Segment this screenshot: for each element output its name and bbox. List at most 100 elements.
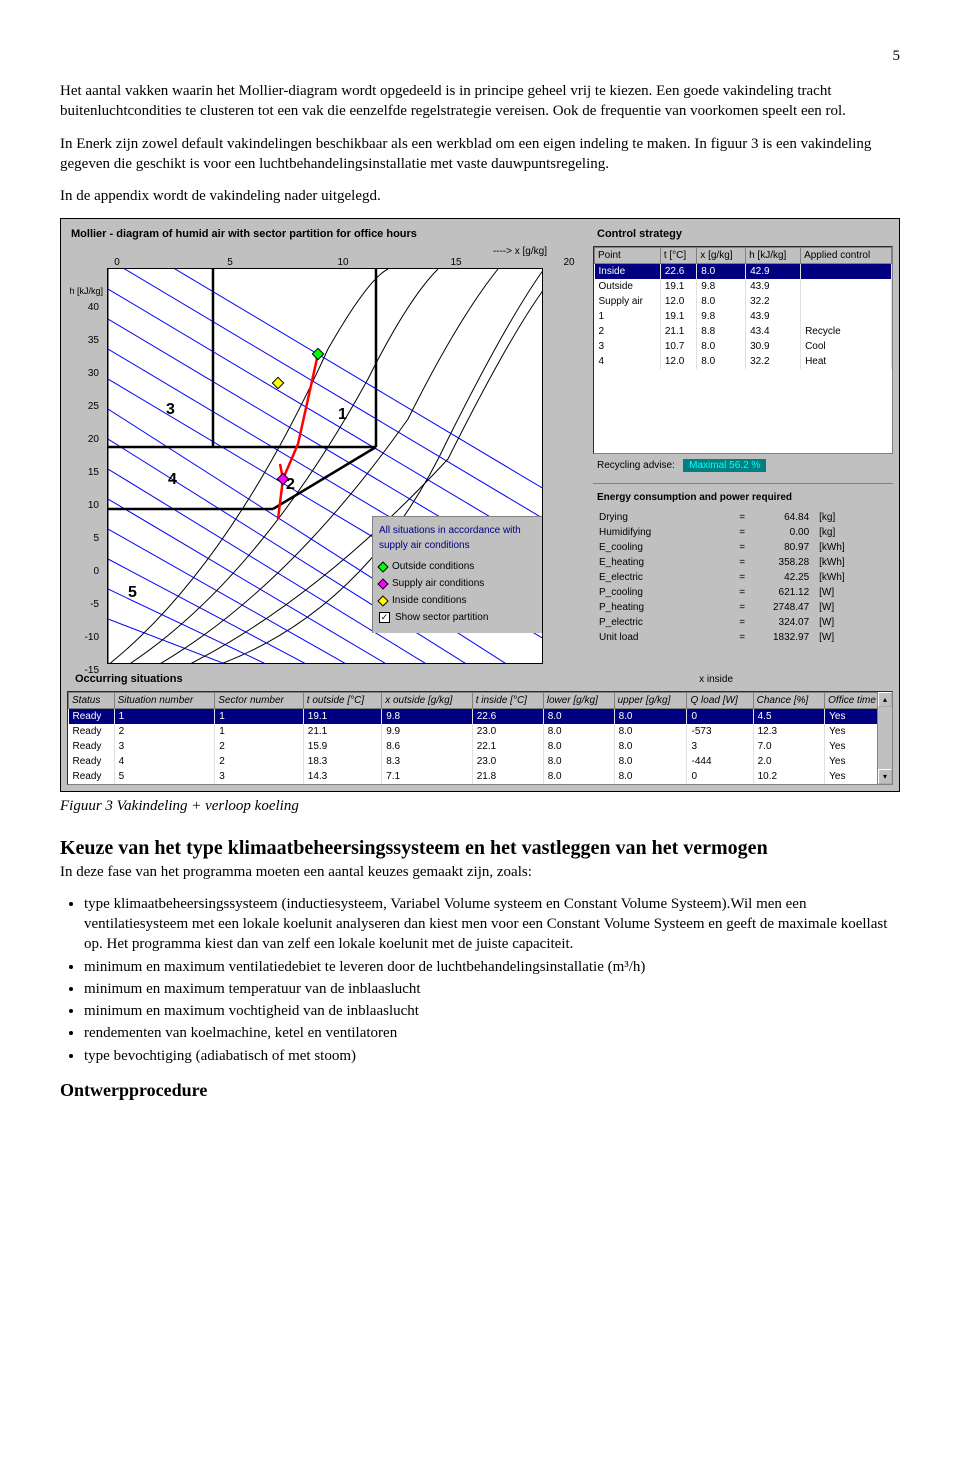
x-axis-label: ----> x [g/kg] xyxy=(67,246,587,257)
legend-marker-icon xyxy=(377,578,388,589)
bullet-item: rendementen van koelmachine, ketel en ve… xyxy=(84,1023,900,1043)
svg-text:1: 1 xyxy=(338,406,347,423)
cs-row[interactable]: Inside22.68.042.9 xyxy=(595,264,892,280)
cs-row[interactable]: Supply air12.08.032.2 xyxy=(595,294,892,309)
occ-row[interactable]: Ready2121.19.923.08.08.0-57312.3Yes xyxy=(69,724,892,739)
paragraph-2: In Enerk zijn zowel default vakindelinge… xyxy=(60,134,900,175)
energy-panel: Energy consumption and power required Dr… xyxy=(593,483,893,646)
svg-text:5: 5 xyxy=(128,584,137,601)
bullet-item: minimum en maximum ventilatiedebiet te l… xyxy=(84,957,900,977)
cs-header: x [g/kg] xyxy=(697,248,746,264)
legend-note: All situations in accordance with supply… xyxy=(379,523,536,553)
x-tick: 15 xyxy=(446,257,466,268)
legend-item: Outside conditions xyxy=(379,559,536,574)
occ-header: Status xyxy=(69,693,115,709)
checkbox-label: Show sector partition xyxy=(395,610,488,625)
occ-row[interactable]: Ready1119.19.822.68.08.004.5Yes xyxy=(69,709,892,725)
subsection-heading: Ontwerpprocedure xyxy=(60,1080,900,1101)
energy-row: Humidifying=0.00[kg] xyxy=(595,526,891,539)
occ-header: Sector number xyxy=(215,693,303,709)
energy-row: P_heating=2748.47[W] xyxy=(595,601,891,614)
control-strategy-title: Control strategy xyxy=(593,225,893,246)
show-partition-checkbox[interactable]: ✓ Show sector partition xyxy=(379,610,536,625)
occ-header: upper [g/kg] xyxy=(614,693,687,709)
svg-text:3: 3 xyxy=(166,401,175,418)
figure-caption: Figuur 3 Vakindeling + verloop koeling xyxy=(60,796,900,816)
section-heading: Keuze van het type klimaatbeheersingssys… xyxy=(60,837,900,860)
cs-header: Applied control xyxy=(801,248,892,264)
y-tick: 0 xyxy=(67,566,103,599)
cs-header: t [°C] xyxy=(660,248,696,264)
recycling-value: Maximal 56.2 % xyxy=(683,459,766,472)
occurring-title: Occurring situations xyxy=(71,670,187,691)
bullet-list: type klimaatbeheersingssysteem (inductie… xyxy=(84,894,900,1066)
paragraph-1: Het aantal vakken waarin het Mollier-dia… xyxy=(60,81,900,122)
svg-text:2: 2 xyxy=(286,476,295,493)
chart-legend: All situations in accordance with supply… xyxy=(372,516,542,633)
energy-row: P_electric=324.07[W] xyxy=(595,616,891,629)
checkbox-icon: ✓ xyxy=(379,612,390,623)
energy-row: E_cooling=80.97[kWh] xyxy=(595,541,891,554)
y-tick: 20 xyxy=(67,434,103,467)
svg-text:4: 4 xyxy=(168,471,177,488)
legend-label: Supply air conditions xyxy=(392,576,484,591)
occ-row[interactable]: Ready3215.98.622.18.08.037.0Yes xyxy=(69,739,892,754)
cs-row[interactable]: 221.18.843.4Recycle xyxy=(595,324,892,339)
x-axis-ticks: 0 5 10 15 20 xyxy=(67,257,587,268)
bullet-item: minimum en maximum temperatuur van de in… xyxy=(84,979,900,999)
y-tick: 30 xyxy=(67,368,103,401)
y-axis-label: h [kJ/kg] xyxy=(67,286,107,302)
occ-header: Situation number xyxy=(114,693,215,709)
energy-table: Drying=64.84[kg] Humidifying=0.00[kg] E_co… xyxy=(593,509,893,646)
y-tick: -5 xyxy=(67,599,103,632)
bullet-item: type bevochtiging (adiabatisch of met st… xyxy=(84,1046,900,1066)
energy-row: E_heating=358.28[kWh] xyxy=(595,556,891,569)
intro-after-h2: In deze fase van het programma moeten ee… xyxy=(60,862,900,882)
x-inside-label: x inside xyxy=(699,670,733,691)
energy-row: E_electric=42.25[kWh] xyxy=(595,571,891,584)
control-strategy-panel: Control strategy Pointt [°C]x [g/kg]h [k… xyxy=(593,225,893,477)
occ-header: t inside [°C] xyxy=(472,693,543,709)
legend-marker-icon xyxy=(377,561,388,572)
energy-row: P_cooling=621.12[W] xyxy=(595,586,891,599)
scroll-up-icon[interactable]: ▴ xyxy=(878,692,892,707)
legend-label: Inside conditions xyxy=(392,593,467,608)
occ-row[interactable]: Ready4218.38.323.08.08.0-4442.0Yes xyxy=(69,754,892,769)
occurring-scrollbar[interactable]: ▴ ▾ xyxy=(877,692,892,784)
occurring-situations-panel: Occurring situations x inside StatusSitu… xyxy=(67,670,893,785)
occ-row[interactable]: Ready5314.37.121.88.08.0010.2Yes xyxy=(69,769,892,784)
y-axis: h [kJ/kg] 4035302520151050-5-10-15 xyxy=(67,268,107,664)
x-tick: 20 xyxy=(559,257,579,268)
x-tick: 0 xyxy=(107,257,127,268)
cs-row[interactable]: 310.78.030.9Cool xyxy=(595,339,892,354)
occ-header: lower [g/kg] xyxy=(543,693,614,709)
cs-row[interactable]: 119.19.843.9 xyxy=(595,309,892,324)
scroll-down-icon[interactable]: ▾ xyxy=(878,769,892,784)
paragraph-3: In de appendix wordt de vakindeling nade… xyxy=(60,186,900,206)
x-tick: 5 xyxy=(220,257,240,268)
y-tick: 35 xyxy=(67,335,103,368)
cs-row[interactable]: Outside19.19.843.9 xyxy=(595,279,892,294)
x-tick: 10 xyxy=(333,257,353,268)
occ-header: Chance [%] xyxy=(753,693,825,709)
bullet-item: type klimaatbeheersingssysteem (inductie… xyxy=(84,894,900,955)
y-tick: 10 xyxy=(67,500,103,533)
recycling-advise: Recycling advise: Maximal 56.2 % xyxy=(593,454,893,477)
enerk-app-window: Mollier - diagram of humid air with sect… xyxy=(60,218,900,792)
control-strategy-table[interactable]: Pointt [°C]x [g/kg]h [kJ/kg]Applied cont… xyxy=(594,247,892,369)
occurring-table[interactable]: StatusSituation numberSector numbert out… xyxy=(68,692,892,784)
energy-row: Unit load=1832.97[W] xyxy=(595,631,891,644)
y-tick: 5 xyxy=(67,533,103,566)
cs-row[interactable]: 412.08.032.2Heat xyxy=(595,354,892,369)
energy-row: Drying=64.84[kg] xyxy=(595,511,891,524)
occ-header: Q load [W] xyxy=(687,693,753,709)
occ-header: t outside [°C] xyxy=(303,693,381,709)
y-tick: 40 xyxy=(67,302,103,335)
chart-title: Mollier - diagram of humid air with sect… xyxy=(67,225,587,246)
y-tick: -10 xyxy=(67,632,103,665)
y-tick: 15 xyxy=(67,467,103,500)
page-number: 5 xyxy=(60,48,900,65)
legend-marker-icon xyxy=(377,595,388,606)
y-tick: 25 xyxy=(67,401,103,434)
chart-plot-area[interactable]: 1 2 3 4 5 All situations in accordance w… xyxy=(107,268,543,664)
